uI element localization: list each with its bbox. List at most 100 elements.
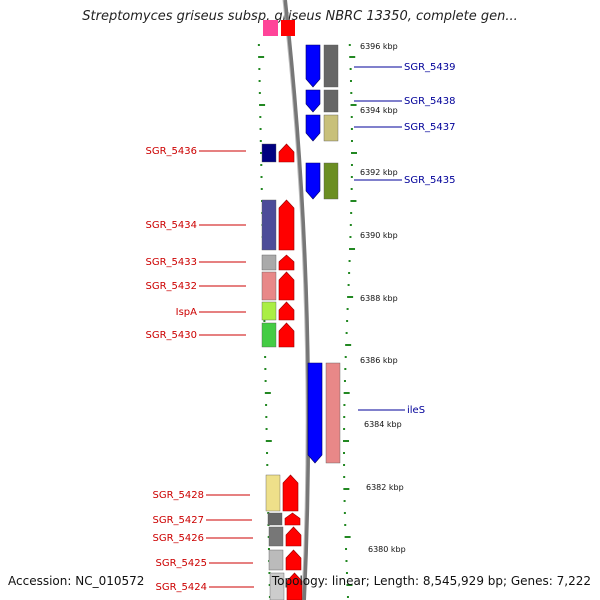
cog-box-sgr-5424[interactable] (269, 572, 285, 600)
gene-arrow-iles[interactable] (307, 362, 323, 464)
tick-right (345, 332, 348, 334)
tick-right (343, 488, 350, 490)
tick-left (259, 104, 266, 106)
tick-right (350, 92, 353, 94)
cog-box-sgr-5432[interactable] (261, 271, 277, 301)
cog-box-ispa[interactable] (261, 301, 277, 321)
tick-right (348, 260, 351, 262)
gene-label-sgr-5436[interactable]: SGR_5436 (146, 146, 198, 157)
gene-label-ispa[interactable]: IspA (176, 307, 198, 318)
gene-label-sgr-5434[interactable]: SGR_5434 (146, 220, 198, 231)
tick-right (350, 140, 353, 142)
gene-arrow-sgr-5436[interactable] (278, 143, 295, 163)
cog-box-sgr-5428[interactable] (265, 474, 281, 512)
tick-left (264, 392, 271, 394)
cog-box-sgr-5437[interactable] (323, 114, 339, 142)
tick-right (349, 68, 352, 70)
cog-box-sgr-5430[interactable] (261, 322, 277, 348)
gene-label-sgr-5427[interactable]: SGR_5427 (153, 515, 205, 526)
cog-box-sgr-5433[interactable] (261, 254, 277, 271)
gene-label-sgr-5437[interactable]: SGR_5437 (404, 122, 456, 133)
tick-left (263, 320, 266, 322)
tick-left (258, 68, 261, 70)
tick-left (266, 452, 269, 454)
tick-right (350, 200, 357, 202)
tick-right (343, 428, 346, 430)
gene-arrow-sgr-5434[interactable] (278, 199, 295, 251)
scale-label: 6390 kbp (360, 231, 398, 240)
cog-box-sgr-5425[interactable] (268, 549, 284, 571)
genome-stats-text: Topology: linear; Length: 8,545,929 bp; … (271, 574, 591, 588)
tick-right (350, 188, 353, 190)
gene-arrow-sgr-5433[interactable] (278, 254, 295, 271)
tick-right (343, 500, 346, 502)
tick-left (260, 188, 263, 190)
tick-right (350, 104, 357, 106)
gene-label-sgr-5425[interactable]: SGR_5425 (156, 558, 208, 569)
cog-box-iles[interactable] (325, 362, 341, 464)
tick-right (345, 560, 348, 562)
tick-right (343, 392, 350, 394)
gene-label-sgr-5432[interactable]: SGR_5432 (146, 281, 198, 292)
tick-left (264, 380, 267, 382)
tick-right (349, 56, 356, 58)
tick-right (343, 380, 346, 382)
gene-label-sgr-5424[interactable]: SGR_5424 (156, 582, 208, 593)
tick-left (265, 404, 268, 406)
scale-labels: 6396 kbp 6394 kbp 6392 kbp 6390 kbp 6388 kbp… (360, 42, 406, 554)
gene-arrow-sgr-5427[interactable] (284, 512, 301, 526)
gene-features: SGR_5436 SGR_5434 SGR_5433 SGR_5432 IspA SGR_… (146, 44, 456, 600)
gene-label-sgr-5438[interactable]: SGR_5438 (404, 96, 456, 107)
tick-right (343, 416, 346, 418)
scale-label: 6386 kbp (360, 356, 398, 365)
scale-label: 6394 kbp (360, 106, 398, 115)
tick-right (349, 236, 352, 238)
tick-left (260, 176, 263, 178)
tick-right (346, 320, 349, 322)
cog-box-sgr-5439[interactable] (323, 44, 339, 88)
tick-left (258, 80, 261, 82)
cog-box-sgr-5434[interactable] (261, 199, 277, 251)
tick-right (350, 164, 353, 166)
cog-box-sgr-5438[interactable] (323, 89, 339, 113)
tick-right (344, 368, 347, 370)
cog-box-sgr-5427[interactable] (267, 512, 283, 526)
tick-right (343, 440, 350, 442)
gene-arrow-ispa[interactable] (278, 301, 295, 321)
gene-label-sgr-5433[interactable]: SGR_5433 (146, 257, 198, 268)
gene-label-sgr-5435[interactable]: SGR_5435 (404, 175, 456, 186)
gene-arrow-sgr-5432[interactable] (278, 271, 295, 301)
cog-box-sgr-5426[interactable] (268, 526, 284, 547)
tick-right (346, 596, 349, 598)
tick-right (347, 296, 354, 298)
gene-label-sgr-5430[interactable]: SGR_5430 (146, 330, 198, 341)
gene-arrow-sgr-5439[interactable] (305, 44, 321, 88)
tick-left (265, 416, 268, 418)
gene-arrow-sgr-5435[interactable] (305, 162, 321, 200)
tick-right (347, 284, 350, 286)
gene-arrow-sgr-5437[interactable] (305, 114, 321, 142)
tick-left (258, 92, 261, 94)
tick-left (259, 116, 262, 118)
tick-left (259, 128, 262, 130)
gene-arrow-sgr-5428[interactable] (282, 474, 299, 512)
gene-label-sgr-5426[interactable]: SGR_5426 (153, 533, 205, 544)
gene-arrow-sgr-5424[interactable] (286, 572, 303, 600)
gene-label-sgr-5428[interactable]: SGR_5428 (153, 490, 205, 501)
gene-arrow-sgr-5425[interactable] (285, 549, 302, 571)
tick-left (257, 44, 260, 46)
gene-arrow-sgr-5426[interactable] (285, 526, 302, 547)
tick-right (344, 356, 347, 358)
tick-right (346, 584, 353, 586)
tick-right (349, 80, 352, 82)
tick-right (349, 224, 352, 226)
gene-arrow-sgr-5430[interactable] (278, 322, 295, 348)
gene-label-iles[interactable]: ileS (407, 405, 425, 416)
gene-label-sgr-5439[interactable]: SGR_5439 (404, 62, 456, 73)
gene-arrow-sgr-5438[interactable] (305, 89, 321, 113)
gene-stub-red (281, 20, 295, 36)
cog-box-sgr-5435[interactable] (323, 162, 339, 200)
scale-label: 6388 kbp (360, 294, 398, 303)
tick-right (344, 524, 347, 526)
cog-box-sgr-5436[interactable] (261, 143, 277, 163)
